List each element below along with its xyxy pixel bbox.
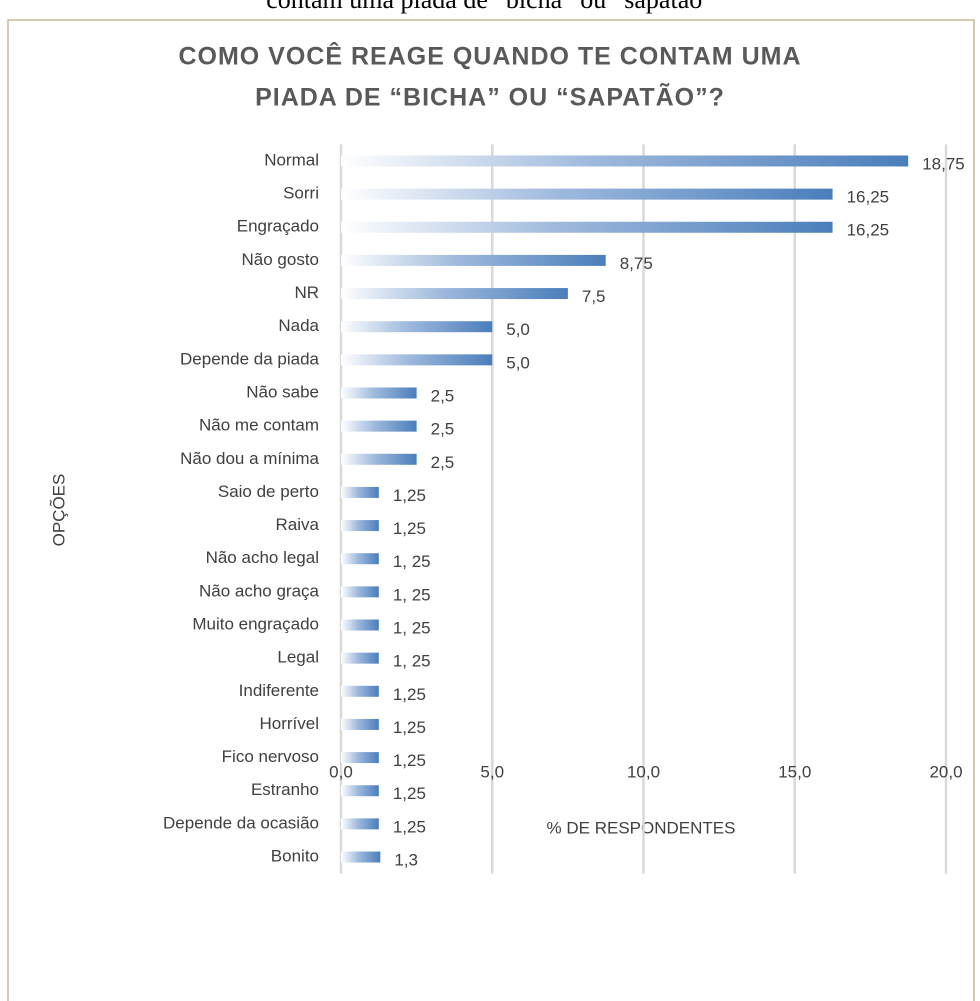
- data-label: 1,25: [393, 486, 426, 505]
- y-tick-label: Muito engraçado: [192, 614, 319, 633]
- y-tick-label: Não acho legal: [206, 548, 319, 567]
- bar: [341, 387, 417, 399]
- y-tick-label: Bonito: [271, 847, 319, 866]
- data-label: 1,25: [393, 718, 426, 737]
- data-label: 1,25: [393, 685, 426, 704]
- y-tick-label: Normal: [264, 150, 319, 169]
- x-tick-label: 15,0: [778, 762, 811, 781]
- data-label: 2,5: [431, 420, 455, 439]
- bar: [341, 420, 417, 432]
- y-tick-label: Não dou a mínima: [180, 449, 319, 468]
- y-tick-label: Não gosto: [242, 250, 320, 269]
- bar: [341, 254, 606, 266]
- bar: [341, 354, 493, 366]
- bar: [341, 553, 379, 565]
- bar: [341, 785, 379, 797]
- bar: [341, 155, 909, 167]
- y-tick-label: Nada: [278, 316, 319, 335]
- bar: [341, 851, 381, 863]
- data-label: 8,75: [620, 254, 653, 273]
- y-tick-label: Saio de perto: [218, 482, 319, 501]
- y-tick-label: Não me contam: [199, 416, 319, 435]
- data-label: 1, 25: [393, 652, 431, 671]
- bar: [341, 619, 379, 631]
- chart-title: PIADA DE “BICHA” OU “SAPATÃO”?: [255, 82, 725, 112]
- y-axis-title: OPÇÕES: [49, 474, 68, 547]
- data-label: 1, 25: [393, 618, 431, 637]
- bar: [341, 752, 379, 764]
- bar: [341, 718, 379, 730]
- y-tick-label: Estranho: [251, 780, 319, 799]
- data-label: 1, 25: [393, 552, 431, 571]
- bar: [341, 486, 379, 498]
- x-tick-label: 0,0: [329, 762, 353, 781]
- data-label: 16,25: [847, 221, 890, 240]
- data-label: 1,25: [393, 817, 426, 836]
- data-label: 1,25: [393, 519, 426, 538]
- y-tick-label: Engraçado: [237, 217, 319, 236]
- y-tick-label: Legal: [277, 648, 319, 667]
- bar: [341, 321, 493, 333]
- bar: [341, 520, 379, 532]
- data-label: 1,3: [394, 851, 418, 870]
- data-label: 5,0: [506, 353, 530, 372]
- y-tick-label: NR: [294, 283, 319, 302]
- data-label: 1, 25: [393, 585, 431, 604]
- x-tick-label: 10,0: [627, 762, 660, 781]
- data-label: 5,0: [506, 320, 530, 339]
- bar: [341, 453, 417, 465]
- bar: [341, 288, 568, 300]
- data-label: 7,5: [582, 287, 606, 306]
- y-tick-label: Horrível: [259, 714, 319, 733]
- bar: [341, 221, 833, 233]
- data-label: 2,5: [431, 386, 455, 405]
- bar: [341, 818, 379, 830]
- data-label: 1,25: [393, 784, 426, 803]
- bar: [341, 188, 833, 200]
- caption: contam uma piada de “bicha” ou “sapatão”: [266, 0, 714, 14]
- bar: [341, 685, 379, 697]
- y-tick-label: Raiva: [276, 515, 320, 534]
- data-label: 2,5: [431, 453, 455, 472]
- bar: [341, 586, 379, 598]
- y-tick-label: Depende da ocasião: [163, 813, 319, 832]
- x-axis-title: % DE RESPONDENTES: [547, 818, 736, 837]
- y-tick-label: Sorri: [283, 184, 319, 203]
- data-label: 18,75: [922, 154, 965, 173]
- x-tick-label: 5,0: [480, 762, 504, 781]
- y-tick-label: Indiferente: [239, 681, 319, 700]
- chart-title: COMO VOCÊ REAGE QUANDO TE CONTAM UMA: [178, 41, 801, 71]
- data-label: 16,25: [847, 188, 890, 207]
- y-tick-label: Depende da piada: [180, 349, 320, 368]
- y-tick-label: Não acho graça: [199, 581, 320, 600]
- data-label: 1,25: [393, 751, 426, 770]
- y-tick-label: Fico nervoso: [222, 747, 319, 766]
- y-tick-label: Não sabe: [246, 382, 319, 401]
- bar: [341, 652, 379, 664]
- x-tick-label: 20,0: [929, 762, 962, 781]
